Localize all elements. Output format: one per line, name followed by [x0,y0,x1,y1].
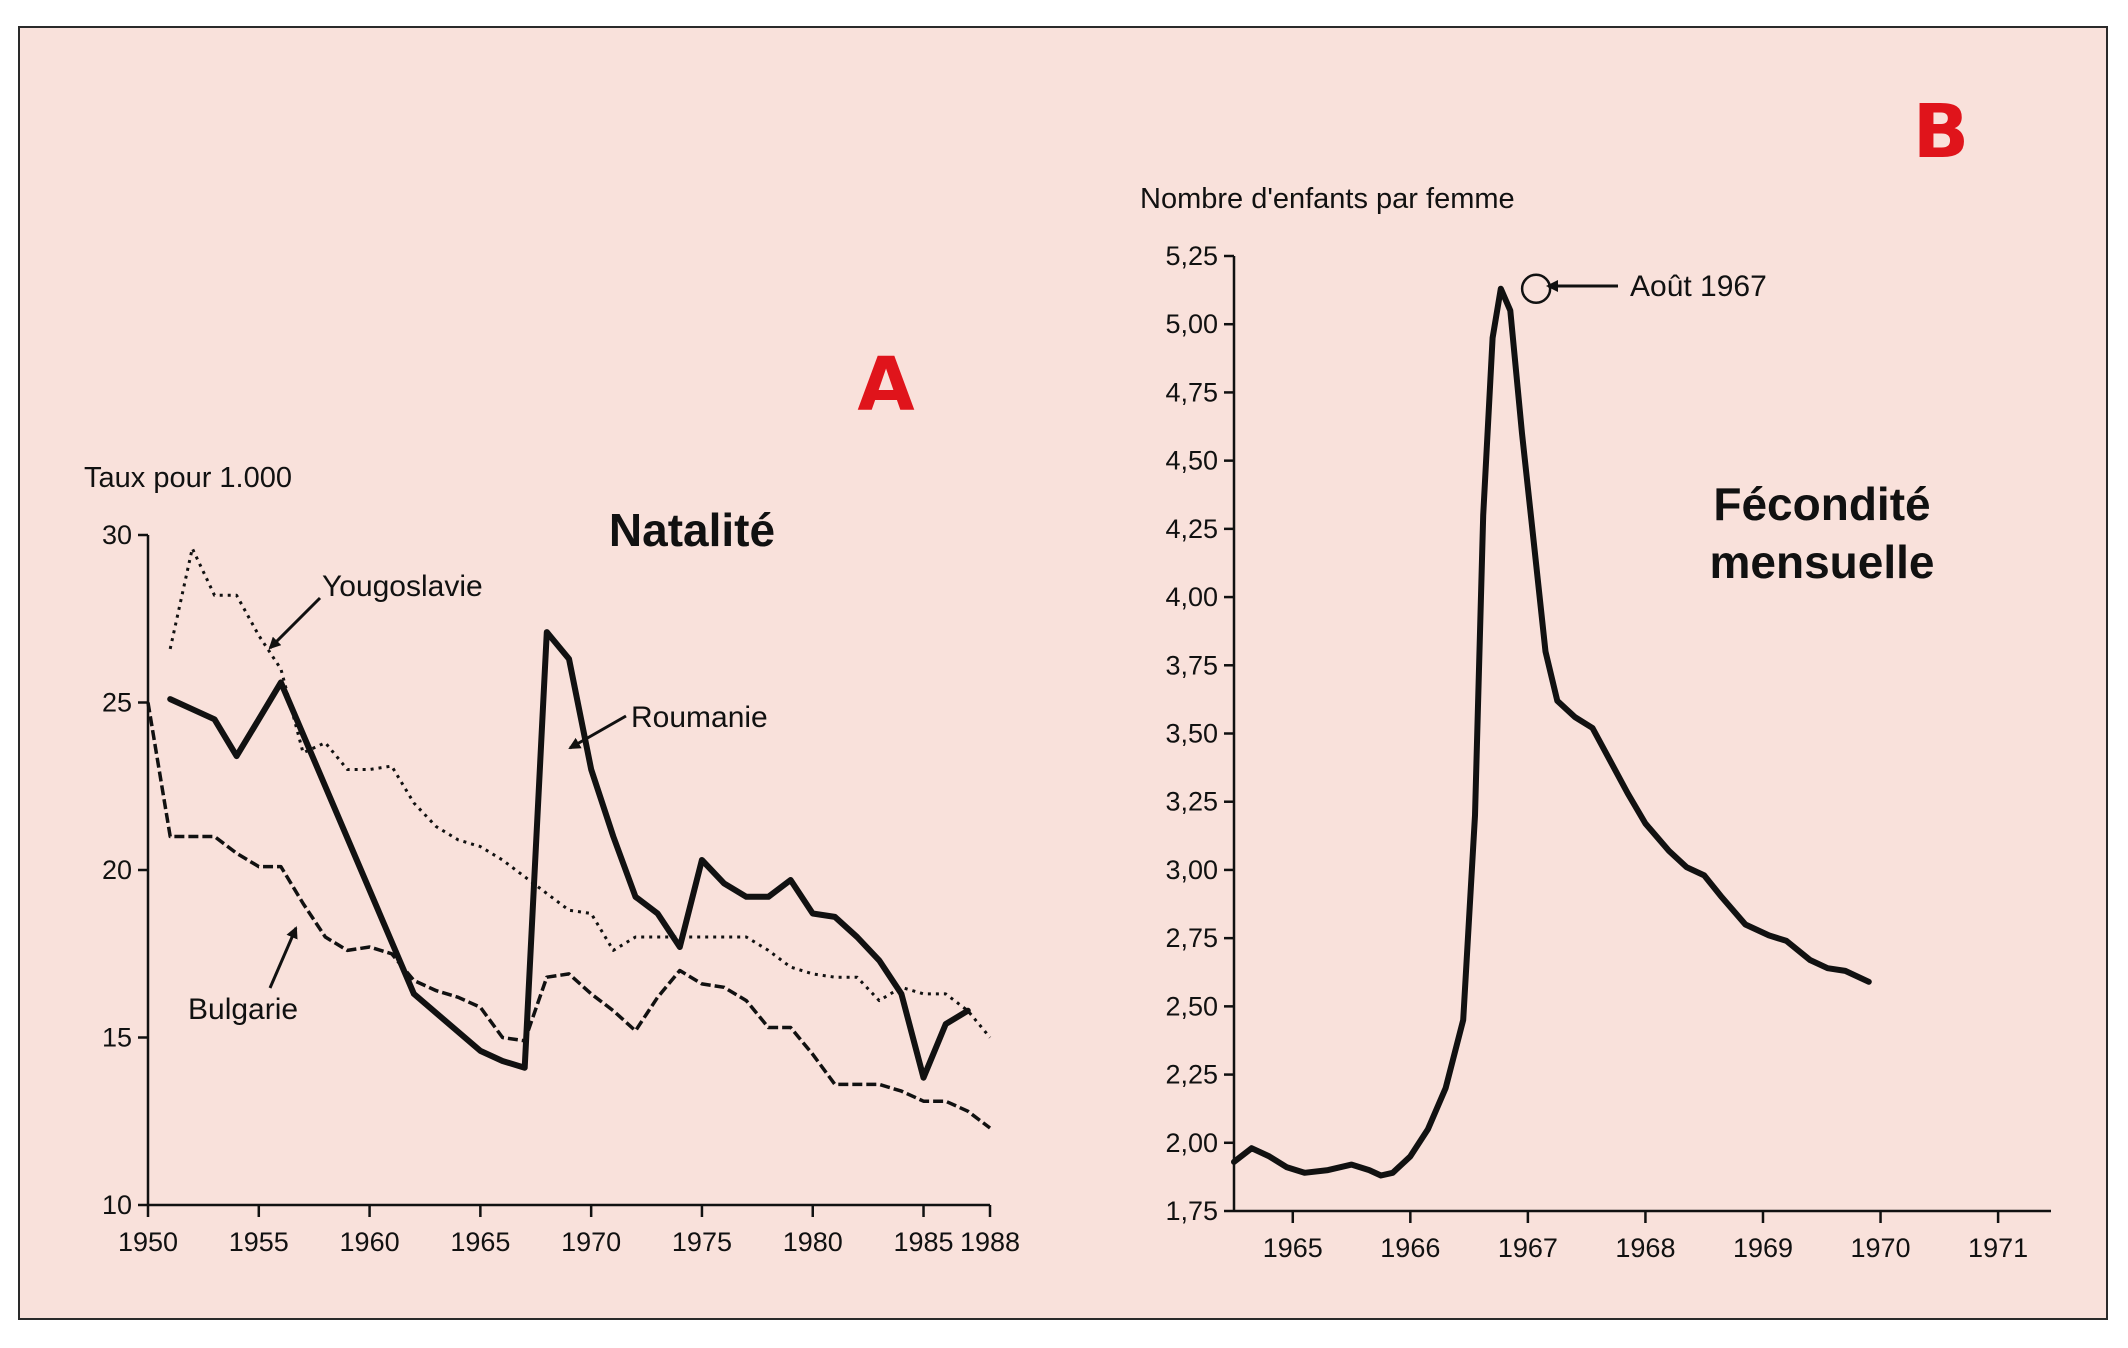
chart-a-x-tick-label: 1950 [118,1227,178,1257]
chart-a-letter: A [857,342,914,428]
chart-a-y-tick-label: 30 [102,520,132,550]
annotation-aout-1967: Août 1967 [1630,270,1767,303]
chart-b-y-tick-label: 3,75 [1165,650,1218,680]
chart-b-letter: B [1913,89,1969,175]
chart-a-y-tick-label: 25 [102,688,132,718]
chart-b-x-tick-label: 1966 [1380,1233,1440,1263]
chart-a-ylabel: Taux pour 1.000 [84,462,292,494]
chart-a-title: Natalité [609,504,775,556]
chart-b-y-tick-label: 5,00 [1165,309,1218,339]
chart-a-plot: 10 15 20 25 30 1950 1955 1960 1965 1970 1975 1980 19… [102,520,1020,1257]
chart-a-x-tick-label: 1985 [893,1227,953,1257]
chart-b-y-tick-label: 2,00 [1165,1128,1218,1158]
chart-b-x-tick-label: 1971 [1968,1233,2028,1263]
chart-b-plot: 1,75 2,00 2,25 2,50 2,75 3,00 3,25 3,50 3,75 4,00… [1165,241,2051,1263]
chart-a-y-tick-label: 20 [102,855,132,885]
chart-a-x-tick-label: 1970 [561,1227,621,1257]
chart-a-x-tick-label: 1975 [672,1227,732,1257]
chart-a-x-tick-label: 1960 [340,1227,400,1257]
chart-b-y-tick-label: 4,25 [1165,514,1218,544]
chart-b-y-tick-label: 3,50 [1165,719,1218,749]
chart-b-x-tick-label: 1965 [1263,1233,1323,1263]
figure-panel [18,26,2108,1320]
chart-b-y-tick-label: 3,25 [1165,787,1218,817]
chart-a-series-yougoslavie-line [168,546,992,1039]
chart-b-y-tick-label: 4,75 [1165,377,1218,407]
label-bulgarie: Bulgarie [188,993,298,1026]
chart-a-x-tick-label: 1988 [960,1227,1020,1257]
chart-b-title-line2: mensuelle [1710,536,1935,588]
chart-b-x-tick-label: 1968 [1615,1233,1675,1263]
chart-a-x-tick-label: 1955 [229,1227,289,1257]
chart-b-series-fecondite-line [1231,285,1872,1179]
chart-a-x-tick-label: 1980 [783,1227,843,1257]
chart-b-x-tick-label: 1969 [1733,1233,1793,1263]
chart-a-x-tick-label: 1965 [450,1227,510,1257]
chart-b-y-tick-label: 4,50 [1165,446,1218,476]
label-yougoslavie: Yougoslavie [322,570,483,603]
chart-b-y-tick-label: 4,00 [1165,582,1218,612]
arrow-roumanie [568,714,627,750]
chart-b-y-tick-label: 5,25 [1165,241,1218,271]
chart-b-y-tick-label: 2,25 [1165,1060,1218,1090]
chart-b-y-tick-label: 2,50 [1165,991,1218,1021]
chart-a-y-tick-label: 10 [102,1190,132,1220]
chart-b-y-tick-label: 3,00 [1165,855,1218,885]
arrow-yougoslavie [268,596,322,650]
chart-b-y-tick-label: 2,75 [1165,923,1218,953]
chart-b-title-line1: Fécondité [1713,478,1930,530]
chart-b-x-tick-label: 1967 [1498,1233,1558,1263]
chart-a-series-roumanie-line [167,629,971,1081]
label-roumanie: Roumanie [631,701,768,734]
chart-b-x-tick-label: 1970 [1851,1233,1911,1263]
arrow-bulgarie [268,926,298,989]
chart-a-y-tick-label: 15 [102,1023,132,1053]
chart-b-y-tick-label: 1,75 [1165,1196,1218,1226]
chart-b-ylabel: Nombre d'enfants par femme [1140,183,1515,215]
chart-a-series-bulgarie-line [146,702,992,1130]
chart-b-peak-marker [1520,273,1552,304]
